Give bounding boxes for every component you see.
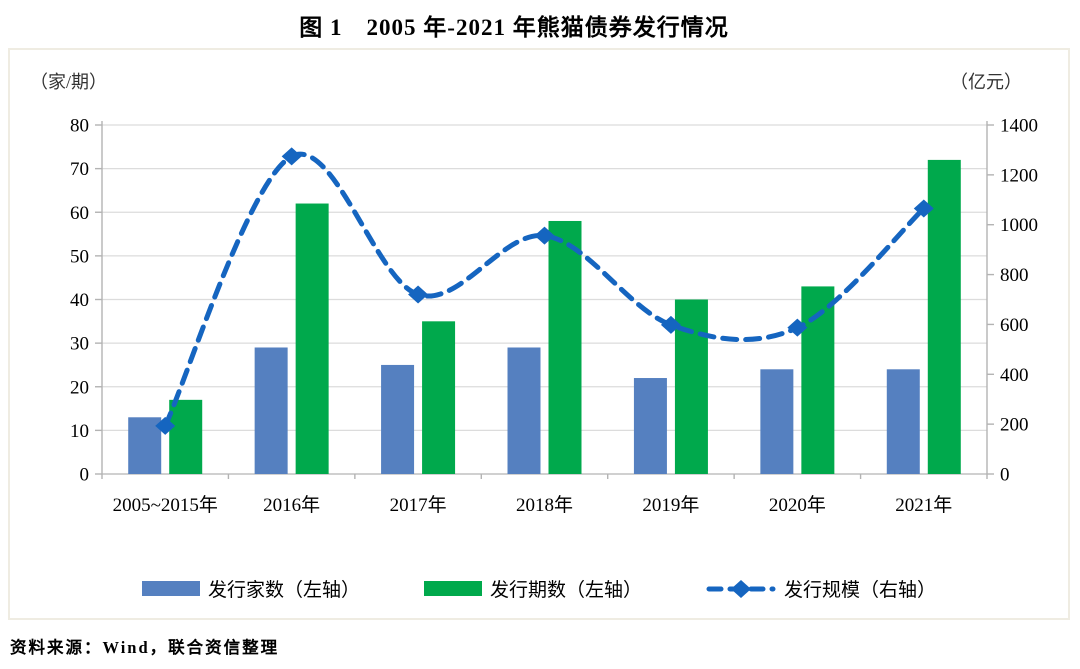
line-marker-diamond — [155, 416, 176, 435]
right-axis-tick-label: 1200 — [1000, 165, 1038, 186]
bar-issues — [927, 159, 961, 474]
bar-issuers — [633, 378, 667, 474]
left-axis-tick-label: 40 — [70, 290, 89, 311]
bar-issuers — [507, 347, 541, 474]
legend-item-issues: 发行期数（左轴） — [423, 575, 642, 602]
bar-issuers — [254, 347, 288, 474]
right-axis-unit: （亿元） — [950, 72, 1022, 92]
x-axis-label: 2021年 — [895, 494, 952, 516]
bar-issuers — [381, 364, 415, 474]
line-marker-diamond — [281, 147, 302, 166]
right-axis-tick-label: 1000 — [1000, 215, 1038, 236]
bar-issues — [422, 321, 456, 474]
bar-issuers — [760, 369, 794, 474]
left-axis-tick-label: 80 — [70, 116, 89, 137]
x-axis-label: 2017年 — [390, 494, 447, 516]
chart-title: 图 1 2005 年-2021 年熊猫债券发行情况 — [299, 15, 729, 40]
left-axis-tick-label: 30 — [70, 334, 89, 355]
x-axis-label: 2018年 — [516, 494, 573, 516]
bar-issuers — [128, 417, 162, 474]
combo-chart: 0102030405060708002004006008001000120014… — [70, 116, 1038, 517]
right-axis-tick-label: 1400 — [1000, 116, 1038, 137]
x-axis-label: 2016年 — [263, 494, 320, 516]
left-axis-tick-label: 60 — [70, 203, 89, 224]
bar-issues — [295, 203, 329, 474]
bar-issues — [548, 220, 582, 474]
right-axis-tick-label: 0 — [1000, 465, 1010, 486]
line-marker-diamond — [913, 199, 934, 218]
right-axis-tick-label: 800 — [1000, 265, 1029, 286]
legend-label-issuers: 发行家数（左轴） — [207, 580, 360, 601]
left-axis-tick-label: 20 — [70, 377, 89, 398]
right-axis-tick-label: 400 — [1000, 365, 1029, 386]
x-axis-label: 2019年 — [642, 494, 699, 516]
legend-swatch-blue-bar — [141, 581, 200, 596]
line-marker-diamond — [787, 318, 808, 337]
x-axis-label: 2005~2015年 — [113, 494, 218, 516]
left-axis-tick-label: 70 — [70, 159, 89, 180]
chart-legend: 发行家数（左轴） 发行期数（左轴） 发行规模（右轴） — [10, 575, 1068, 602]
legend-swatch-dashed-line — [706, 579, 776, 598]
line-marker-diamond — [534, 226, 555, 245]
chart-panel: （家/期） （亿元） 0 10 20 30 40 50 60 70 80 0 200 400 600 80… — [8, 48, 1070, 620]
legend-label-scale: 发行规模（右轴） — [784, 580, 937, 601]
left-axis-unit: （家/期） — [30, 72, 108, 92]
legend-label-issues: 发行期数（左轴） — [489, 580, 642, 601]
x-axis-label: 2020年 — [769, 494, 826, 516]
legend-swatch-green-bar — [423, 581, 482, 596]
right-axis-tick-label: 200 — [1000, 415, 1029, 436]
bar-issuers — [886, 369, 920, 474]
left-axis-tick-label: 10 — [70, 421, 89, 442]
left-axis-tick-label: 50 — [70, 246, 89, 267]
left-axis-tick-label: 0 — [80, 465, 90, 486]
legend-item-issuers: 发行家数（左轴） — [141, 575, 360, 602]
line-marker-diamond — [408, 285, 429, 304]
legend-item-scale: 发行规模（右轴） — [706, 575, 936, 602]
right-axis-tick-label: 600 — [1000, 315, 1029, 336]
line-marker-diamond — [660, 315, 681, 334]
source-note: 资料来源：Wind，联合资信整理 — [10, 638, 280, 657]
bar-issues — [169, 399, 203, 474]
